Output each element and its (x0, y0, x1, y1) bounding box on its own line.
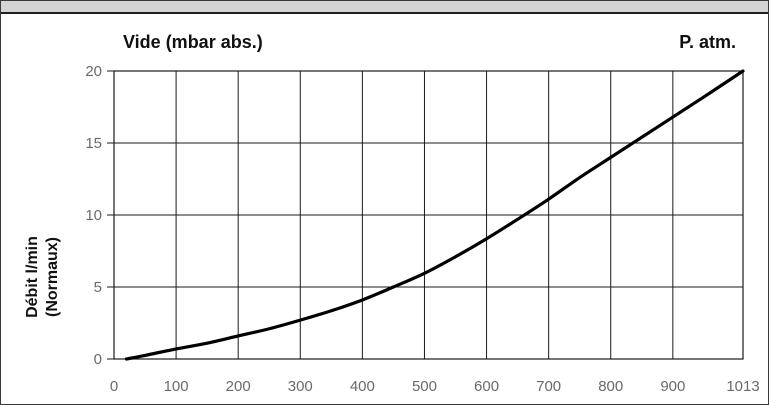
series-group (124, 69, 745, 361)
x-tick-label-6: 600 (474, 378, 499, 395)
x-tick-label-8: 800 (598, 378, 623, 395)
y-tick-label-4: 20 (85, 63, 102, 80)
series-line-0 (124, 69, 745, 361)
x-tick-label-3: 300 (288, 378, 313, 395)
x-tick-label-10: 1013 (726, 378, 759, 395)
y-axis-title: Débit l/min (24, 236, 41, 318)
header-band (1, 1, 768, 14)
x-axis-title: Vide (mbar abs.) (123, 32, 263, 52)
x-tick-label-0: 0 (110, 378, 118, 395)
y-tick-label-0: 0 (94, 351, 102, 368)
x-axis-right-label: P. atm. (679, 32, 736, 52)
grid (107, 70, 744, 360)
tick-labels: 0 100 200 300 400 500 600 700 800 900 1013 0 5 10 15 20 (85, 63, 759, 395)
y-axis-subtitle: (Normaux) (44, 237, 61, 317)
y-tick-label-1: 5 (94, 279, 102, 296)
x-tick-label-7: 700 (536, 378, 561, 395)
x-tick-label-2: 200 (226, 378, 251, 395)
y-tick-label-2: 10 (85, 207, 102, 224)
x-tick-label-9: 900 (660, 378, 685, 395)
x-tick-label-5: 500 (412, 378, 437, 395)
x-tick-label-1: 100 (164, 378, 189, 395)
x-tick-label-4: 400 (350, 378, 375, 395)
y-tick-label-3: 15 (85, 135, 102, 152)
